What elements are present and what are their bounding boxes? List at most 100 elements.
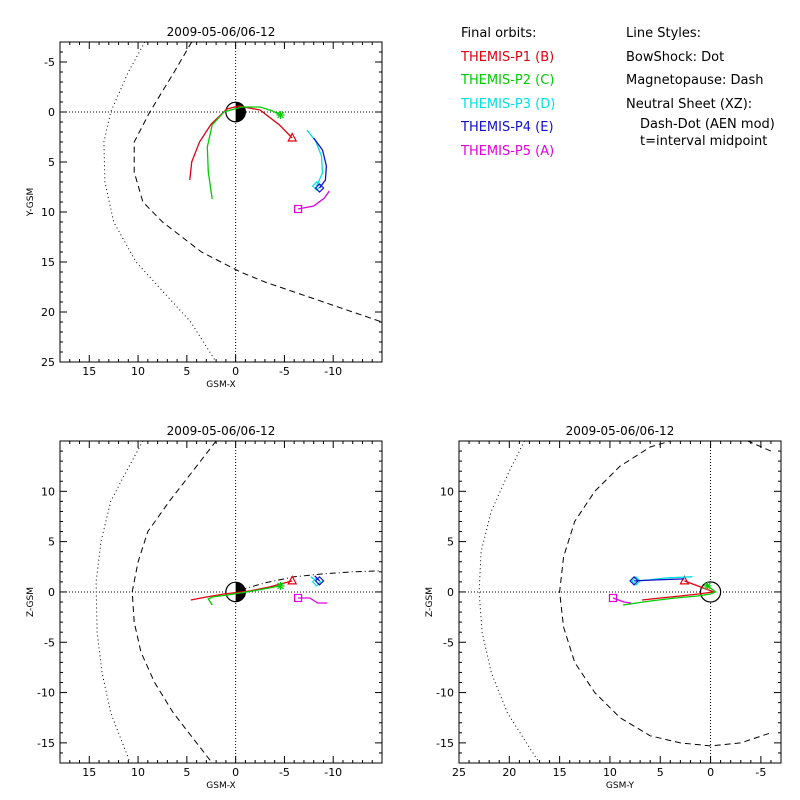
y-tick-label: -15 [436,737,454,750]
orbit-end-marker-p5 [608,593,618,603]
bowshock-curve [478,441,540,763]
plot-area [60,42,382,362]
orbit-p3 [306,129,324,187]
orbit-p2 [622,585,717,606]
orbit-end-marker-p2 [276,581,285,590]
x-tick-label: 5 [183,766,190,779]
x-tick-label: 15 [553,766,567,779]
orbit-end-marker-p1 [679,575,690,585]
magnetopause-curve [133,42,382,323]
plot-area [459,441,781,763]
y-tick-label: 5 [447,536,454,549]
y-axis-label: Z-GSM [425,587,435,617]
x-tick-label: -10 [324,365,342,378]
x-tick-label: -10 [324,766,342,779]
bowshock-curve [103,42,217,362]
panel-xy-plot: 15 10 5 0 -5 -10 -5 0 5 10 15 20 25 2009-05-06/06-12 G… [26,25,383,390]
x-tick-label: 0 [707,766,714,779]
bowshock-curve [95,441,144,763]
line-style-magnetopause: Magnetopause: Dash [626,73,764,88]
line-style-neutral-sheet: Neutral Sheet (XZ): [626,96,753,112]
x-tick-label: 15 [82,766,96,779]
y-tick-label: -10 [37,687,55,700]
orbit-end-marker-p2 [703,581,712,590]
y-tick-label: 15 [41,256,55,269]
plot-frame [458,440,782,764]
plot-frame [59,440,383,764]
orbit-p2 [206,106,281,200]
orbit-end-marker-p4 [629,576,639,586]
legend-probe-p2: THEMIS-P2 (C) [461,73,555,88]
y-tick-label: 0 [48,106,55,119]
plot-title: 2009-05-06/06-12 [566,424,675,438]
y-tick-label: 10 [440,485,454,498]
legend-probe-p3: THEMIS-P3 (D) [461,96,556,112]
line-style-bowshock: BowShock: Dot [626,49,725,65]
orbit-p2 [207,585,281,606]
orbit-end-marker-p4 [314,576,325,586]
x-tick-label: 10 [131,766,145,779]
y-tick-label: 20 [41,306,55,319]
y-tick-label: 5 [48,156,55,169]
orbit-p1 [642,580,714,601]
neutral-sheet-curve [240,570,382,591]
orbit-end-marker-p5 [293,204,303,214]
orbit-p1 [190,580,293,601]
panel-yz-plot: 25 20 15 10 5 0 -5 -15 -10 -5 0 5 10 2009-05-06/06-12… [425,424,782,791]
orbit-end-marker-p4 [314,183,325,193]
y-tick-label: -10 [436,687,454,700]
y-axis-label: Y-GSM [26,188,36,217]
earth-night-side [235,102,246,122]
line-styles-legend: Line Styles: BowShock: Dot Magnetopause:… [626,22,775,150]
x-tick-label: 25 [452,766,466,779]
orbits-legend: Final orbits: THEMIS-P1 (B) THEMIS-P2 (C… [461,22,555,163]
line-styles-title: Line Styles: [626,26,702,41]
orbit-end-marker-p2 [276,111,285,119]
orbit-end-marker-p1 [287,132,298,142]
x-tick-label: 15 [82,365,96,378]
legend-probe-p4: THEMIS-P4 (E) [461,120,554,135]
y-tick-label: 25 [41,356,55,369]
legend-probe-p5: THEMIS-P5 (A) [461,143,555,159]
orbit-p4 [313,137,328,189]
plot-area [60,441,382,763]
x-axis-label: GSM-Y [606,781,635,791]
x-tick-label: 0 [232,365,239,378]
x-tick-label: -5 [279,365,290,378]
x-axis-label: GSM-X [206,380,235,390]
orbit-end-marker-p5 [293,593,303,603]
y-tick-label: 10 [41,206,55,219]
y-tick-label: 10 [41,485,55,498]
x-tick-label: -5 [755,766,766,779]
orbits-legend-title: Final orbits: [461,26,537,41]
y-tick-label: -15 [37,737,55,750]
x-tick-label: 0 [232,766,239,779]
orbit-end-marker-p1 [287,575,298,585]
y-tick-label: -5 [44,56,55,69]
orbit-p1 [189,105,293,181]
plot-frame [59,41,383,363]
x-tick-label: 5 [183,365,190,378]
x-tick-label: 5 [657,766,664,779]
x-tick-label: 10 [603,766,617,779]
line-style-neutral-sheet-detail: Dash-Dot (AEN mod) [640,117,775,132]
legend-probe-p1: THEMIS-P1 (B) [461,49,555,65]
x-tick-label: 20 [502,766,516,779]
y-tick-label: -5 [443,636,454,649]
y-tick-label: 5 [48,536,55,549]
x-tick-label: -5 [279,766,290,779]
y-tick-label: 0 [48,586,55,599]
plot-title: 2009-05-06/06-12 [167,424,276,438]
orbit-p5 [612,597,632,604]
magnetopause-curve [131,441,217,763]
y-tick-label: 0 [447,586,454,599]
line-style-time-note: t=interval midpoint [640,134,768,149]
orbit-p4 [634,578,685,582]
panel-xz-plot: 15 10 5 0 -5 -10 -15 -10 -5 0 5 10 2009-05-06/06-12 G… [26,424,383,791]
x-tick-label: 10 [131,365,145,378]
magnetopause-curve [559,441,772,747]
orbit-p5 [298,597,328,604]
orbit-end-marker-p3 [631,576,641,586]
orbit-p5 [297,190,330,210]
